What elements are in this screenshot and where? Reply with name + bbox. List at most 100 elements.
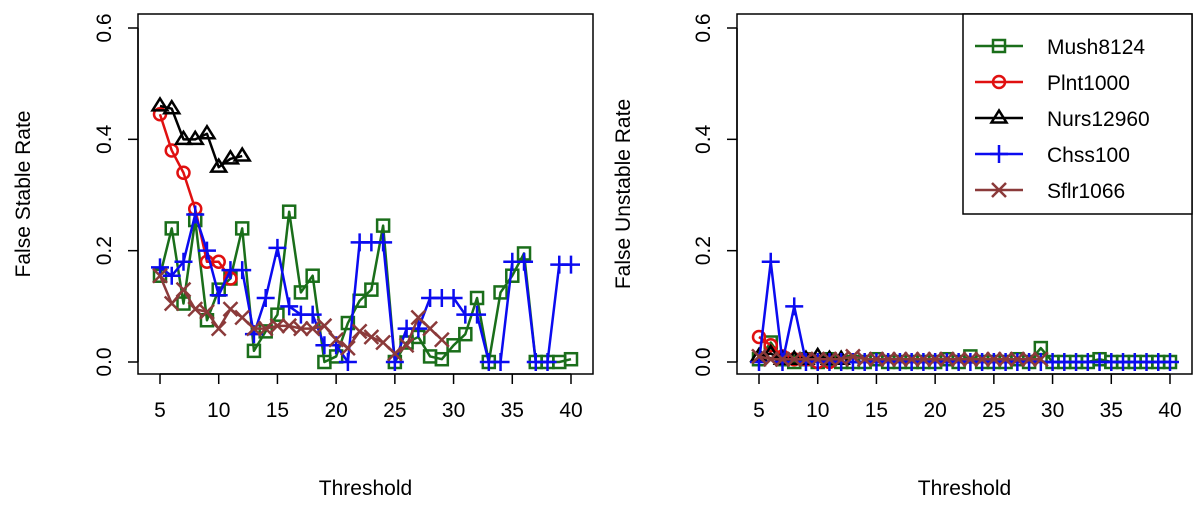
x-axis: 5 10 15 20 25 30 35 40: [154, 373, 583, 422]
data-point: [232, 146, 252, 162]
data-point: [293, 285, 309, 300]
data-point: [151, 258, 169, 277]
data-point: [246, 320, 262, 337]
data-point: [175, 281, 192, 298]
data-point: [375, 218, 391, 233]
y-axis-title: False Stable Rate: [12, 111, 35, 278]
x-tick-label: 20: [324, 399, 347, 422]
data-point: [338, 353, 357, 371]
x-tick-label: 15: [266, 399, 289, 422]
x-tick-label: 30: [1041, 399, 1064, 422]
data-point: [444, 288, 463, 307]
legend-label: Plnt1000: [1047, 72, 1130, 95]
data-point: [281, 317, 298, 334]
data-point: [351, 323, 368, 340]
x-tick-label: 20: [923, 399, 946, 422]
chart-panel-1: 5 10 15 20 25 30 35 40 0.0 0.2 0.4 0.6 Threshold Fals…: [12, 13, 594, 500]
data-point: [950, 351, 967, 368]
data-point: [305, 268, 320, 283]
data-point: [164, 221, 179, 236]
data-point: [233, 261, 252, 280]
series-Nurs12960: [150, 96, 252, 173]
y-tick-label: 0.2: [93, 236, 116, 265]
data-point: [316, 317, 333, 334]
data-point: [304, 320, 321, 337]
y-tick-label: 0.0: [93, 347, 116, 376]
data-point: [562, 255, 580, 274]
data-point: [220, 148, 241, 165]
x-axis-title: Threshold: [918, 477, 1011, 500]
data-point: [784, 349, 804, 365]
data-point: [798, 351, 814, 368]
data-point: [751, 348, 767, 365]
series-Plnt1000: [152, 107, 238, 286]
y-axis: 0.0 0.2 0.4 0.6: [692, 13, 738, 377]
data-point: [1021, 351, 1037, 368]
data-point: [538, 353, 557, 371]
data-point: [210, 320, 227, 337]
x-tick-label: 40: [1158, 399, 1181, 422]
y-axis-title: False Unstable Rate: [612, 99, 635, 289]
data-point: [209, 286, 228, 305]
data-point: [197, 241, 216, 260]
x-tick-label: 40: [559, 399, 582, 422]
data-point: [927, 351, 944, 368]
data-point: [222, 301, 239, 318]
data-point: [774, 351, 791, 368]
data-point: [256, 288, 275, 307]
data-point: [468, 305, 487, 324]
data-point: [150, 96, 170, 112]
data-point: [186, 205, 205, 224]
y-tick-label: 0.6: [692, 13, 715, 42]
legend: Mush8124 Plnt1000 Nurs12960 Chss100 Sflr1066: [962, 13, 1193, 215]
x-tick-label: 15: [865, 399, 888, 422]
legend-swatch-marker: [991, 74, 1007, 90]
data-point: [903, 351, 920, 368]
legend-swatch-marker: [990, 145, 1008, 163]
data-point: [234, 221, 250, 236]
data-point: [985, 351, 1002, 368]
y-tick-label: 0.0: [692, 347, 715, 376]
data-point: [761, 252, 780, 271]
series-Chss100: [151, 205, 580, 371]
x-tick-label: 5: [753, 399, 765, 422]
data-point: [197, 123, 217, 140]
x-tick-label: 10: [806, 399, 829, 422]
data-point: [386, 345, 403, 362]
data-point: [269, 317, 286, 334]
data-point: [280, 297, 299, 316]
y-axis: 0.0 0.2 0.4 0.6: [93, 13, 139, 377]
data-point: [152, 267, 168, 284]
data-point: [751, 329, 767, 345]
data-point: [1032, 351, 1049, 368]
series-Sflr1066: [152, 267, 450, 362]
data-point: [962, 351, 979, 368]
data-point: [809, 351, 826, 368]
chart-panel-2: 5 10 15 20 25 30 35 40 0.0 0.2 0.4 0.6 Threshold Fals…: [612, 13, 1193, 500]
data-point: [162, 266, 181, 285]
data-point: [773, 353, 792, 371]
data-point: [821, 351, 838, 368]
data-point: [880, 351, 897, 368]
data-point: [246, 343, 262, 359]
data-point: [785, 297, 804, 316]
data-point: [1009, 351, 1026, 368]
y-tick-label: 0.2: [692, 236, 715, 265]
data-point: [268, 238, 287, 257]
data-point: [868, 351, 885, 368]
data-point: [398, 337, 415, 354]
x-tick-label: 10: [207, 399, 230, 422]
x-tick-label: 5: [154, 399, 166, 422]
legend-swatch-marker: [991, 182, 1007, 198]
data-point: [469, 290, 485, 306]
data-point: [563, 351, 579, 367]
data-point: [762, 351, 779, 368]
data-point: [493, 285, 508, 300]
legend-swatch-marker: [991, 38, 1007, 54]
legend-label: Nurs12960: [1047, 108, 1150, 131]
data-point: [915, 351, 932, 368]
data-point: [786, 351, 803, 368]
legend-label: Chss100: [1047, 144, 1130, 167]
